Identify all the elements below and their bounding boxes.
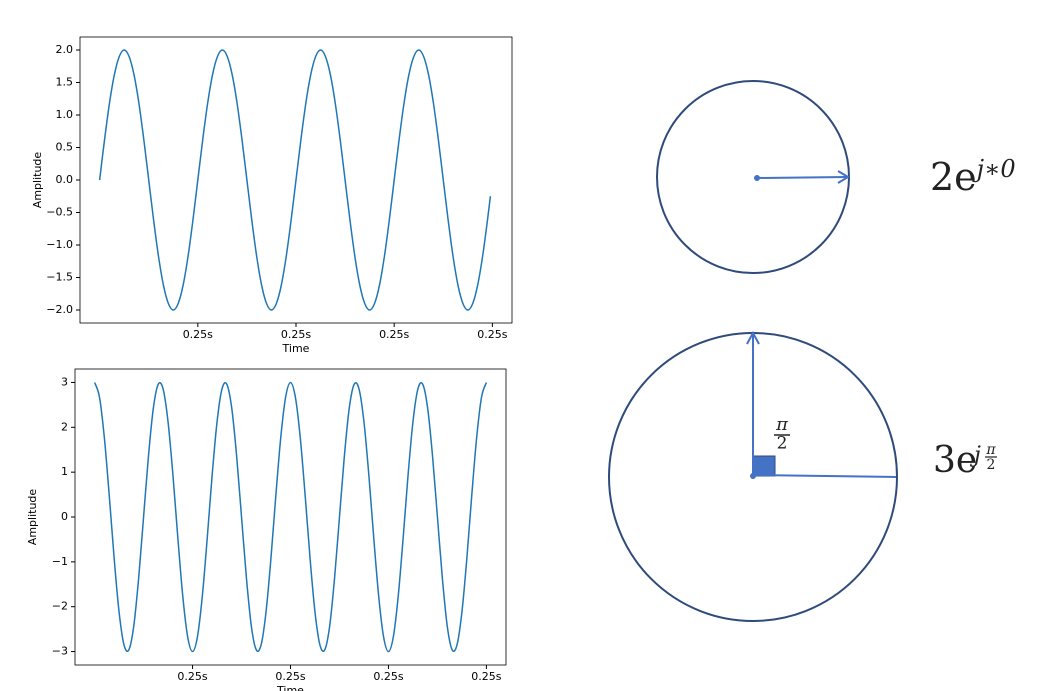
arrow bbox=[756, 176, 848, 179]
phasor-diagram bbox=[608, 330, 898, 622]
y-tick-label: 2 bbox=[61, 420, 68, 433]
center-dot bbox=[754, 175, 760, 181]
x-axis-label: Time bbox=[282, 342, 310, 355]
y-tick-label: −1 bbox=[52, 555, 68, 568]
formula: 3e j π 2 bbox=[933, 440, 997, 481]
formula-exponent: j∗0 bbox=[972, 155, 1016, 183]
x-axis-label: Time bbox=[276, 684, 304, 691]
data-line bbox=[93, 381, 488, 653]
arrow-head bbox=[837, 170, 850, 184]
x-tick-label: 0.25s bbox=[183, 328, 213, 341]
y-tick-label: −2 bbox=[52, 600, 68, 613]
chart: 0.25s 0.25s 0.25s 0.25s −2.0 −1.5 −1.0 −0.5 0.0 0… bbox=[31, 36, 513, 355]
data-line bbox=[98, 49, 492, 311]
y-tick-label: 1.5 bbox=[56, 76, 74, 89]
x-tick-label: 0.25s bbox=[275, 670, 305, 683]
fraction-denominator: 2 bbox=[987, 457, 996, 473]
y-tick-label: 3 bbox=[61, 375, 68, 388]
chart: 0.25s 0.25s 0.25s 0.25s −3 −2 −1 0 1 2 3 Time Amplit… bbox=[26, 368, 507, 691]
center-dot bbox=[750, 473, 756, 479]
plot-frame bbox=[74, 368, 507, 666]
angle-label: π 2 bbox=[774, 414, 790, 454]
phasor-diagram bbox=[656, 80, 850, 274]
y-tick-label: 0.5 bbox=[56, 141, 74, 154]
formula-base: 2e bbox=[930, 155, 977, 199]
y-tick-label: 1.0 bbox=[56, 108, 74, 121]
y-tick-label: −1.5 bbox=[46, 271, 73, 284]
x-tick-label: 0.25s bbox=[373, 670, 403, 683]
x-tick-label: 0.25s bbox=[379, 328, 409, 341]
y-tick-label: 1 bbox=[61, 465, 68, 478]
fraction-numerator: π bbox=[985, 442, 996, 458]
fraction-numerator: π bbox=[775, 414, 789, 435]
x-tick-label: 0.25s bbox=[471, 670, 501, 683]
formula-base: 3e bbox=[933, 440, 977, 481]
y-tick-label: 0.0 bbox=[56, 173, 74, 186]
arrow-head bbox=[746, 330, 760, 345]
y-axis-label: Amplitude bbox=[26, 489, 39, 546]
x-tick-label: 0.25s bbox=[177, 670, 207, 683]
formula: 2ej∗0 bbox=[930, 155, 1016, 199]
reference-line bbox=[752, 474, 897, 478]
y-axis-label: Amplitude bbox=[31, 152, 44, 209]
y-tick-label: 2.0 bbox=[56, 43, 74, 56]
y-tick-label: −0.5 bbox=[46, 206, 73, 219]
y-tick-label: −1.0 bbox=[46, 238, 73, 251]
fraction-denominator: 2 bbox=[777, 434, 788, 454]
x-tick-label: 0.25s bbox=[477, 328, 507, 341]
x-tick-label: 0.25s bbox=[281, 328, 311, 341]
y-tick-label: −3 bbox=[52, 645, 68, 658]
y-tick-label: 0 bbox=[61, 510, 68, 523]
y-tick-label: −2.0 bbox=[46, 303, 73, 316]
right-angle-marker bbox=[752, 455, 776, 477]
